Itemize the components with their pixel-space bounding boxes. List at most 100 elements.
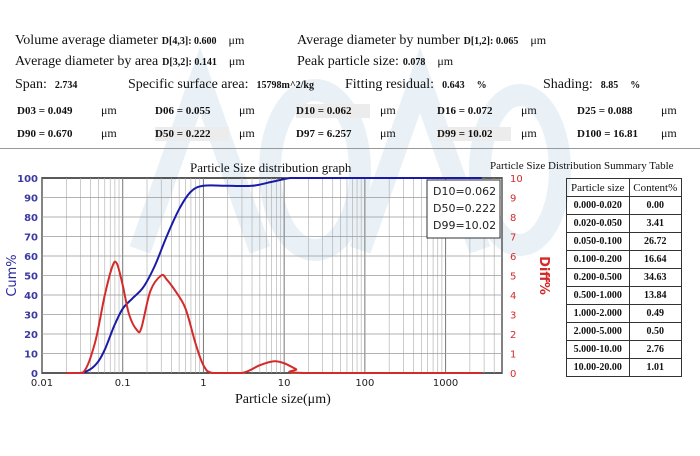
table-row: 0.000-0.020 0.00	[566, 196, 683, 215]
y-tick-label: 10	[24, 350, 38, 361]
d-text: D97 = 6.257	[296, 128, 352, 140]
size-range: 2.000-5.000	[566, 322, 630, 341]
y2-tick-label: 5	[510, 272, 516, 283]
y2-tick-label: 3	[510, 311, 516, 322]
y-tick-label: 60	[24, 252, 38, 263]
table-row: 1.000-2.000 0.49	[566, 304, 683, 323]
x-tick-label: 0.1	[115, 378, 131, 389]
content-pct: 1.01	[628, 358, 683, 377]
fit-stat: Fitting residual: 0.643 %	[345, 75, 487, 93]
annotation-text: D99=10.02	[433, 219, 496, 232]
label: Shading:	[543, 77, 593, 92]
symbol: D[4,3]	[161, 36, 189, 47]
d-text: D03 = 0.049	[17, 105, 73, 117]
annotation-text: D10=0.062	[433, 185, 496, 198]
x-tick-label: 100	[355, 378, 374, 389]
d-unit: μm	[521, 126, 537, 140]
y2-tick-label: 8	[510, 213, 516, 224]
d-value: D06 = 0.055 μm	[155, 103, 255, 118]
d-unit: μm	[380, 103, 396, 117]
table-row: 2.000-5.000 0.50	[566, 322, 683, 341]
d-value: D25 = 0.088 μm	[577, 103, 677, 118]
table-row: 0.100-0.200 16.64	[566, 250, 683, 269]
content-pct: 0.00	[628, 196, 683, 215]
label: Peak particle size:	[297, 54, 399, 69]
content-pct: 2.76	[628, 340, 683, 359]
d-text: D100 = 16.81	[577, 128, 638, 140]
y2-tick-label: 4	[510, 291, 516, 302]
cumulative-curve	[66, 177, 482, 374]
table-row: 0.200-0.500 34.63	[566, 268, 683, 287]
value: 0.078	[402, 57, 426, 68]
d-unit: μm	[661, 126, 677, 140]
y2-tick-label: 7	[510, 233, 516, 244]
y-tick-label: 20	[24, 330, 38, 341]
span-stat: Span: 2.734	[15, 75, 77, 93]
header-content: Content%	[628, 178, 683, 197]
value: 2.734	[54, 80, 78, 91]
size-range: 5.000-10.00	[566, 340, 630, 359]
num-avg-stat: Average diameter by number D[1,2]: 0.065…	[297, 33, 547, 48]
label: Average diameter by number	[297, 33, 460, 48]
vol-avg-stat: Volume average diameter D[4,3]: 0.600 μm	[15, 33, 245, 48]
d-text: D90 = 0.670	[17, 128, 73, 140]
value: 8.85	[600, 80, 619, 91]
summary-table: Particle size Content% 0.000-0.020 0.00 0.0…	[566, 178, 683, 377]
y2-tick-label: 2	[510, 330, 516, 341]
size-range: 0.000-0.020	[566, 196, 630, 215]
annotation-text: D50=0.222	[433, 202, 496, 215]
divider	[0, 148, 700, 149]
ssa-stat: Specific surface area: 15798m^2/kg	[128, 75, 314, 93]
x-tick-label: 10	[278, 378, 291, 389]
chart: 0.01 0.1 1 10 100 100001020304050607080901000…	[5, 174, 551, 389]
y2-tick-label: 10	[510, 174, 523, 185]
value: 0.643	[442, 80, 465, 91]
d-unit: μm	[521, 103, 537, 117]
d-value: D16 = 0.072 μm	[437, 103, 537, 118]
table-row: 0.020-0.050 3.41	[566, 214, 683, 233]
content-pct: 0.49	[628, 304, 683, 323]
content-pct: 3.41	[628, 214, 683, 233]
d-value: D100 = 16.81 μm	[577, 126, 677, 141]
d-text: D06 = 0.055	[155, 105, 211, 117]
value: 0.065	[495, 36, 519, 47]
y-tick-label: 70	[24, 233, 38, 244]
size-range: 0.050-0.100	[566, 232, 630, 251]
y2-axis-label: Diff%	[536, 256, 551, 295]
summary-title: Particle Size Distribution Summary Table	[490, 160, 674, 172]
d-text: D50 = 0.222	[155, 127, 229, 141]
value: 0.141	[194, 57, 217, 68]
d-unit: μm	[239, 126, 255, 140]
size-range: 0.200-0.500	[566, 268, 630, 287]
content-pct: 16.64	[628, 250, 683, 269]
x-tick-label: 1000	[433, 378, 458, 389]
y-tick-label: 30	[24, 311, 38, 322]
size-range: 0.500-1.000	[566, 286, 630, 305]
unit: μm	[530, 33, 547, 47]
y-axis-label: Cum%	[5, 254, 20, 296]
unit: μm	[228, 54, 245, 68]
y-tick-label: 0	[31, 369, 38, 380]
differential-curve	[66, 260, 482, 375]
content-pct: 34.63	[628, 268, 683, 287]
header-particle-size: Particle size	[566, 178, 630, 197]
unit: %	[476, 80, 487, 91]
size-range: 10.00-20.00	[566, 358, 630, 377]
shading-stat: Shading: 8.85 %	[543, 75, 640, 93]
y-tick-label: 100	[17, 174, 38, 185]
y2-tick-label: 6	[510, 252, 516, 263]
d-text: D25 = 0.088	[577, 105, 633, 117]
y-tick-label: 90	[24, 194, 38, 205]
unit: μm	[437, 54, 454, 68]
annotation-box	[426, 179, 501, 239]
value: 0.600	[194, 36, 217, 47]
d-unit: μm	[661, 103, 677, 117]
size-range: 0.020-0.050	[566, 214, 630, 233]
d-text: D10 = 0.062	[296, 104, 370, 118]
y-tick-label: 50	[24, 272, 38, 283]
peak-stat: Peak particle size: 0.078 μm	[297, 52, 453, 70]
symbol: D[1,2]	[463, 36, 491, 47]
y-tick-label: 40	[24, 291, 38, 302]
unit: μm	[228, 33, 245, 47]
unit: %	[630, 80, 641, 91]
